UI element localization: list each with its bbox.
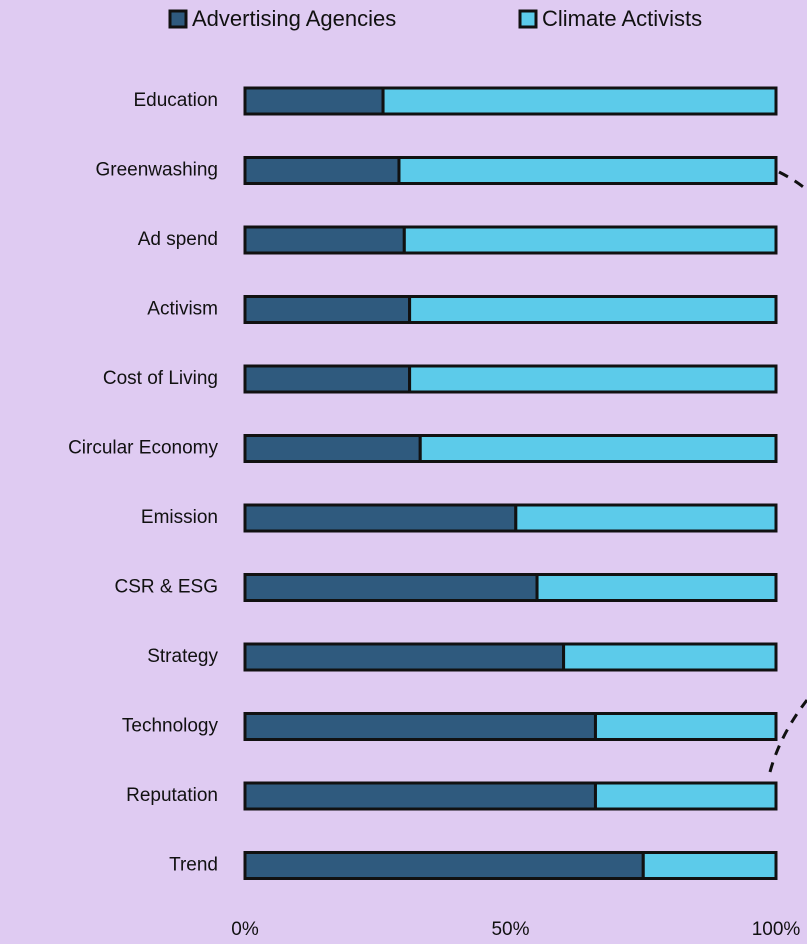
y-tick-label: Reputation <box>126 785 218 806</box>
y-tick-label: Cost of Living <box>103 368 218 389</box>
bar-segment <box>641 851 778 880</box>
bar-segment <box>243 225 406 255</box>
y-tick-label: Activism <box>147 299 218 320</box>
y-tick-label: CSR & ESG <box>115 577 218 598</box>
y-tick-label: Strategy <box>147 646 218 667</box>
bar-segment <box>243 434 422 463</box>
y-tick-label: Circular Economy <box>68 438 218 459</box>
legend-swatch <box>518 9 538 29</box>
bar-segment <box>593 712 778 741</box>
bar-segment <box>562 642 778 672</box>
bar-segment <box>243 503 518 533</box>
bar-segment <box>408 295 778 324</box>
bar-segment <box>243 86 385 116</box>
legend-swatch <box>168 9 188 29</box>
y-tick-label: Ad spend <box>138 229 218 250</box>
legend-label: Climate Activists <box>542 6 702 31</box>
bar-segment <box>243 781 597 811</box>
bar-segment <box>243 712 597 741</box>
bar-segment <box>243 295 412 324</box>
y-tick-label: Technology <box>122 716 219 737</box>
bar-segment <box>397 156 778 185</box>
bar-segment <box>408 364 778 394</box>
bar-segment <box>535 573 778 602</box>
y-tick-label: Trend <box>169 855 218 876</box>
bar-segment <box>402 225 778 255</box>
bar-segment <box>243 851 645 880</box>
bar-segment <box>243 156 401 185</box>
decor-curve <box>768 699 807 773</box>
bar-segment <box>418 434 778 463</box>
bar-segment <box>243 642 566 672</box>
y-tick-label: Greenwashing <box>95 160 218 181</box>
bar-segment <box>243 573 539 602</box>
legend-label: Advertising Agencies <box>192 6 396 31</box>
x-tick-label: 100% <box>752 919 801 940</box>
bar-segment <box>514 503 778 533</box>
y-tick-label: Education <box>133 90 218 111</box>
bar-segment <box>243 364 412 394</box>
bar-segment <box>381 86 778 116</box>
decor-curve <box>778 170 807 192</box>
x-tick-label: 0% <box>231 919 259 940</box>
bar-segment <box>593 781 778 811</box>
x-tick-label: 50% <box>491 919 529 940</box>
y-tick-label: Emission <box>141 507 218 528</box>
